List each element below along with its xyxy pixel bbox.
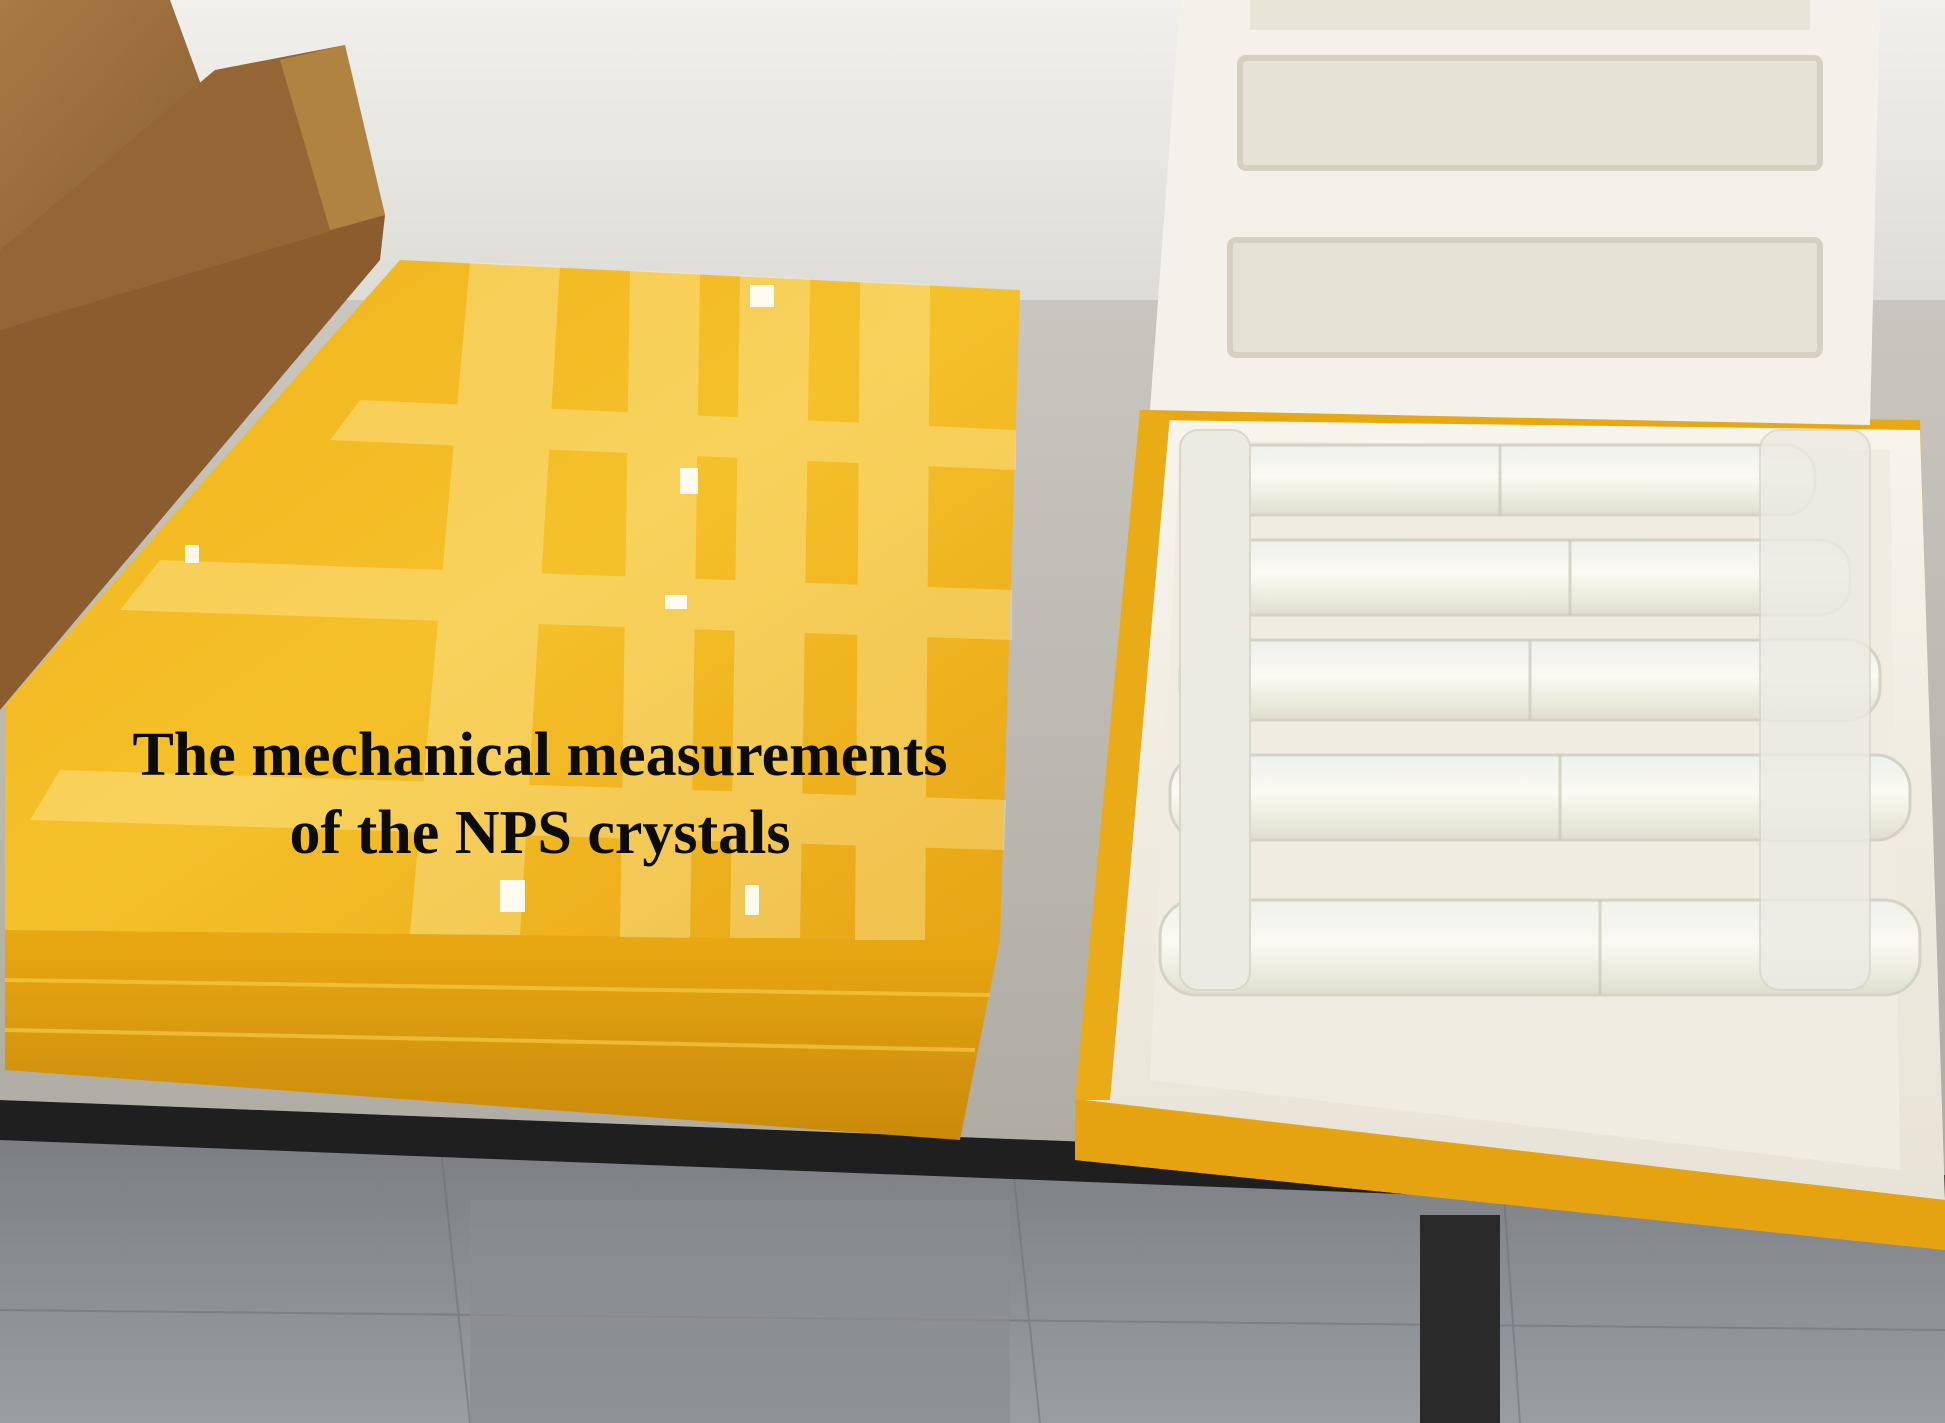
lid-slots	[1227, 55, 1823, 358]
open-box-front-rim	[1075, 1100, 1945, 1250]
cardboard-tape	[280, 45, 385, 230]
crystal-4	[1168, 753, 1912, 842]
photo-caption: The mechanical measurements of the NPS c…	[0, 716, 1080, 872]
cardboard-box-middle-face	[0, 215, 385, 710]
side-tape-bands	[4, 978, 991, 1052]
taped-box-top	[5, 260, 1020, 940]
table-leg	[1420, 1215, 1500, 1423]
caption-line-1: The mechanical measurements	[132, 721, 948, 789]
tape-bands-on-crystals	[1498, 445, 1602, 995]
tape-label-marks	[185, 285, 774, 915]
crystal-2	[1188, 538, 1852, 617]
foam-end-blocks	[1179, 429, 1871, 991]
wrapped-crystals	[1158, 443, 1922, 997]
lid-top-slot	[1250, 0, 1810, 30]
crystal-1	[1193, 443, 1817, 517]
tape-stripes	[30, 262, 1016, 940]
crystal-5	[1158, 898, 1922, 997]
open-box-left-rim	[1075, 410, 1170, 1100]
cardboard-box-back	[0, 0, 225, 250]
caption-line-2: of the NPS crystals	[289, 799, 791, 867]
floor-grate	[470, 1200, 1010, 1423]
